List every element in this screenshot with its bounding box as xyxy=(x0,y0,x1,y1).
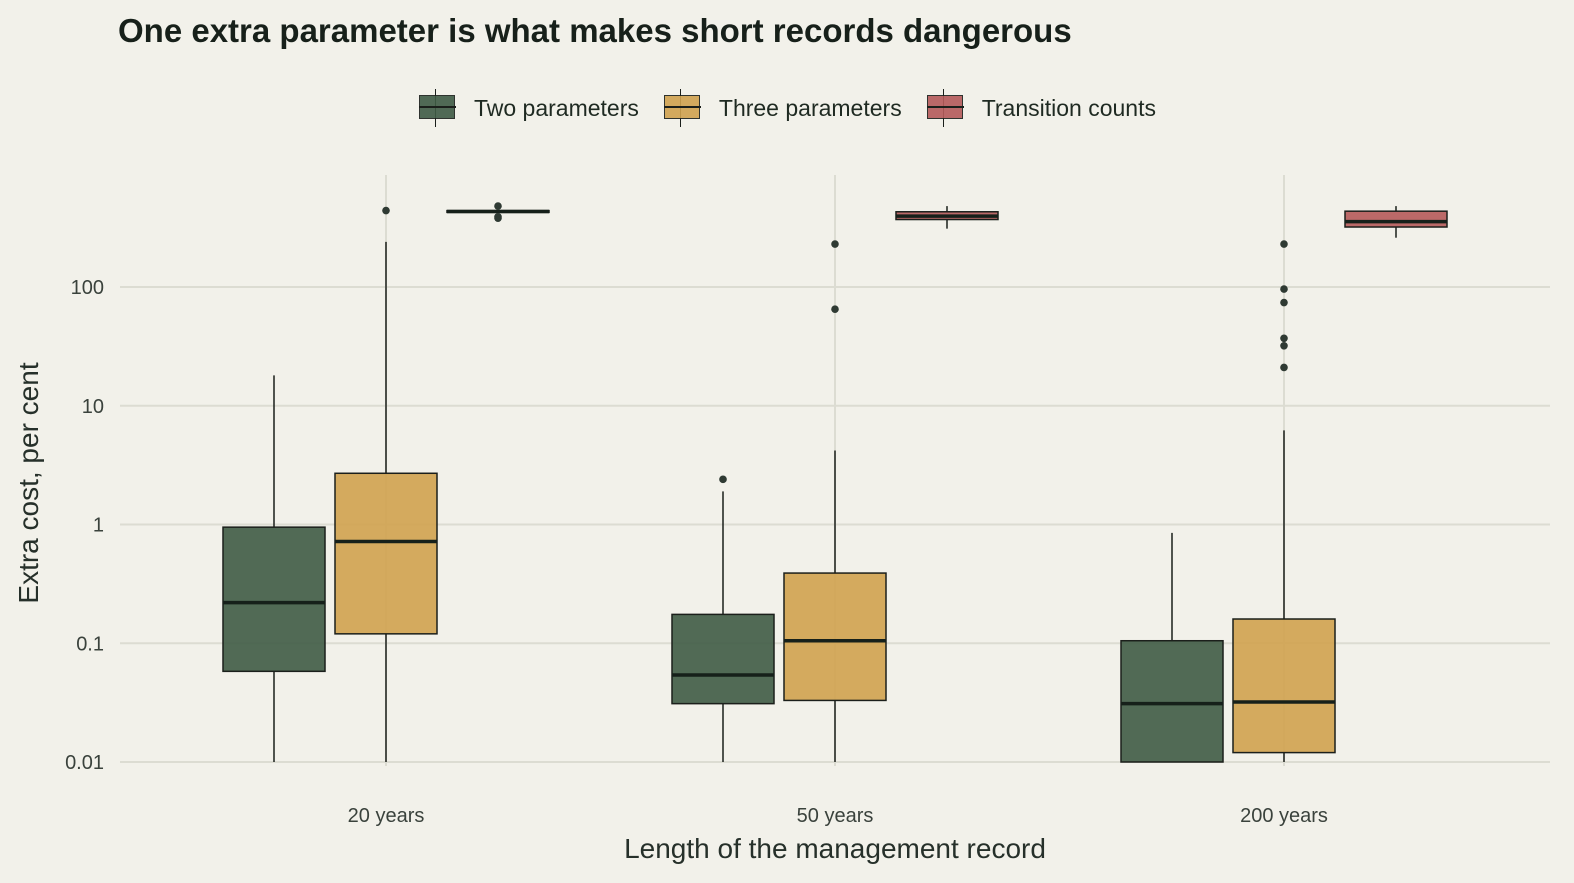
outlier-point xyxy=(831,240,839,248)
outlier-point xyxy=(719,475,727,484)
x-tick-label: 20 years xyxy=(348,805,425,827)
box-body xyxy=(1344,210,1448,228)
legend-label-three-parameters: Three parameters xyxy=(718,94,902,121)
boxes xyxy=(222,202,1448,763)
x-tick-label: 200 years xyxy=(1240,805,1328,827)
outlier-point xyxy=(494,202,502,210)
outlier-point xyxy=(1280,240,1288,248)
box-body xyxy=(671,613,775,705)
y-tick-label: 1 xyxy=(93,515,104,537)
box-2-0 xyxy=(446,202,550,222)
box-body xyxy=(334,472,438,635)
legend-key-three-parameters xyxy=(663,86,707,130)
legend: Two parameters Three parameters Transiti… xyxy=(0,86,1574,130)
box-0-1 xyxy=(671,475,775,762)
outlier-point xyxy=(1280,341,1288,350)
outlier-point xyxy=(1280,334,1288,343)
box-1-2 xyxy=(1232,240,1336,762)
outlier-point xyxy=(494,213,502,221)
box-0-2 xyxy=(1120,532,1224,763)
box-1-0 xyxy=(334,206,438,762)
box-body xyxy=(783,572,887,702)
x-tick-label: 50 years xyxy=(797,805,874,827)
box-body xyxy=(222,526,326,673)
legend-label-two-parameters: Two parameters xyxy=(473,94,639,121)
box-2-2 xyxy=(1344,206,1448,238)
legend-item-three-parameters: Three parameters xyxy=(663,86,902,130)
outlier-point xyxy=(831,305,839,314)
outlier-point xyxy=(1280,363,1288,372)
outlier-point xyxy=(1280,298,1288,307)
x-tick-labels: 20 years 50 years 200 years xyxy=(348,805,1328,827)
y-tick-label: 10 xyxy=(82,396,104,418)
legend-key-transition-counts xyxy=(926,86,970,130)
legend-item-two-parameters: Two parameters xyxy=(418,86,639,130)
outlier-point xyxy=(382,206,390,215)
y-tick-label: 0.01 xyxy=(65,752,104,774)
y-axis-title: Extra cost, per cent xyxy=(13,362,44,603)
outlier-point xyxy=(1280,285,1288,293)
y-tick-labels: 0.01 0.1 1 10 100 xyxy=(65,277,104,774)
box-0-0 xyxy=(222,375,326,762)
legend-item-transition-counts: Transition counts xyxy=(926,86,1156,130)
legend-label-transition-counts: Transition counts xyxy=(981,94,1156,121)
x-axis-title: Length of the management record xyxy=(624,833,1046,864)
legend-key-two-parameters xyxy=(418,86,462,130)
y-tick-label: 100 xyxy=(71,277,104,299)
chart-title: One extra parameter is what makes short … xyxy=(118,12,1072,49)
y-tick-label: 0.1 xyxy=(76,633,104,655)
box-body xyxy=(1232,618,1336,754)
box-body xyxy=(1120,639,1224,763)
box-1-1 xyxy=(783,240,887,762)
box-2-1 xyxy=(895,206,999,229)
